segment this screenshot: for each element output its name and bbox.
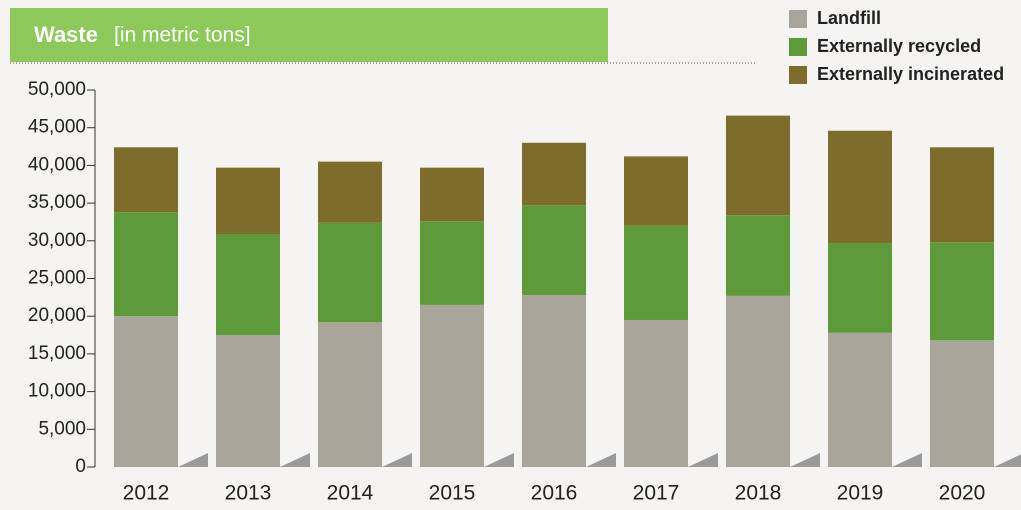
bar-segment [114, 212, 178, 317]
bar-segment [522, 205, 586, 296]
bar-segment [114, 316, 178, 467]
legend-swatch [789, 38, 807, 56]
bar-shadow [688, 453, 718, 467]
legend-label: Externally incinerated [817, 64, 1004, 84]
x-tick-label: 2014 [327, 482, 374, 505]
y-tick-label: 50,000 [28, 79, 86, 100]
bar-segment [420, 221, 484, 305]
y-tick-label: 30,000 [28, 230, 86, 251]
y-tick-label: 35,000 [28, 192, 86, 213]
bar-segment [522, 142, 586, 206]
legend-swatch [789, 66, 807, 84]
y-tick-label: 15,000 [28, 343, 86, 364]
bar-segment [624, 156, 688, 226]
bar-segment [318, 322, 382, 467]
y-tick-label: 0 [75, 456, 86, 477]
x-tick-label: 2012 [123, 482, 170, 505]
bar-shadow [178, 453, 208, 467]
bar-shadow [790, 453, 820, 467]
bar-shadow [382, 453, 412, 467]
bar-segment [726, 215, 790, 296]
bar-shadow [484, 453, 514, 467]
legend-label: Landfill [817, 8, 881, 28]
bar-segment [216, 167, 280, 235]
bar-segment [930, 242, 994, 341]
x-tick-label: 2018 [735, 482, 782, 505]
title-banner [10, 8, 608, 62]
bar-segment [828, 130, 892, 244]
bar-shadow [892, 453, 922, 467]
x-tick-label: 2013 [225, 482, 272, 505]
bar-segment [216, 335, 280, 467]
bar-segment [318, 161, 382, 223]
x-tick-label: 2015 [429, 482, 476, 505]
x-tick-label: 2016 [531, 482, 578, 505]
y-tick-label: 5,000 [38, 418, 86, 439]
bar-segment [624, 225, 688, 320]
y-tick-label: 40,000 [28, 154, 86, 175]
bar-segment [726, 295, 790, 467]
x-tick-label: 2019 [837, 482, 884, 505]
bar-segment [726, 115, 790, 216]
y-tick-label: 25,000 [28, 268, 86, 289]
bar-segment [930, 340, 994, 467]
x-tick-label: 2017 [633, 482, 680, 505]
bar-segment [114, 147, 178, 213]
chart-subtitle: [in metric tons] [114, 24, 251, 47]
bar-segment [828, 332, 892, 467]
y-tick-label: 45,000 [28, 117, 86, 138]
bar-segment [828, 243, 892, 333]
bar-segment [318, 222, 382, 323]
bar-segment [624, 319, 688, 467]
legend-swatch [789, 10, 807, 28]
bar-segment [420, 167, 484, 222]
bar-segment [420, 304, 484, 467]
chart-title: Waste [34, 22, 98, 47]
y-tick-label: 10,000 [28, 381, 86, 402]
bar-segment [216, 234, 280, 336]
y-tick-label: 20,000 [28, 305, 86, 326]
bar-shadow [586, 453, 616, 467]
bar-shadow [280, 453, 310, 467]
bar-shadow [994, 454, 1021, 467]
x-tick-label: 2020 [939, 482, 986, 505]
bar-segment [930, 147, 994, 243]
legend-label: Externally recycled [817, 36, 981, 56]
bar-segment [522, 295, 586, 467]
